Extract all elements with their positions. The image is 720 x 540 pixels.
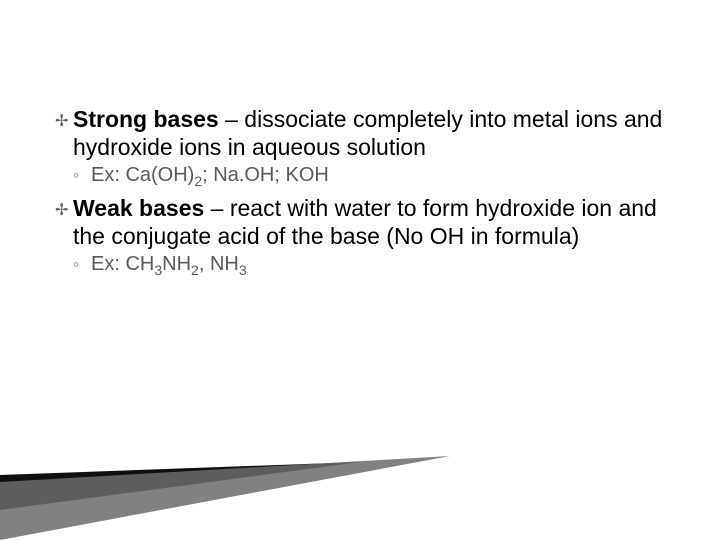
- bullet-1-sub-text: Ex: Ca(OH)2; Na.OH; KOH: [91, 163, 665, 188]
- bullet-1-sub: ◦ Ex: Ca(OH)2; Na.OH; KOH: [55, 163, 665, 188]
- dark-triangle: [0, 462, 360, 510]
- gray-triangle: [0, 456, 450, 540]
- bullet-2-sub-text: Ex: CH3NH2, NH3: [91, 252, 665, 277]
- bullet-1-text: Strong bases – dissociate completely int…: [73, 105, 665, 161]
- sub-marker-icon: ◦: [73, 252, 91, 276]
- bullet-2-sub: ◦ Ex: CH3NH2, NH3: [55, 252, 665, 277]
- sub-marker-icon: ◦: [73, 163, 91, 187]
- slide: ✢ Strong bases – dissociate completely i…: [0, 0, 720, 540]
- bullet-2: ✢ Weak bases – react with water to form …: [55, 194, 665, 250]
- bullet-marker-icon: ✢: [55, 105, 73, 137]
- bullet-1: ✢ Strong bases – dissociate completely i…: [55, 105, 665, 161]
- corner-decoration: [0, 420, 720, 540]
- bullet-marker-icon: ✢: [55, 194, 73, 226]
- bullet-2-text: Weak bases – react with water to form hy…: [73, 194, 665, 250]
